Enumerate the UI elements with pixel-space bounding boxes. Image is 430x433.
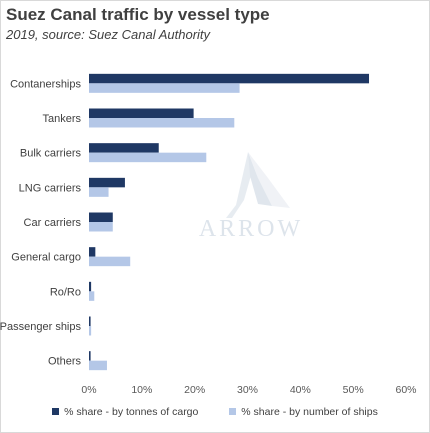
bar-cargo-ro-ro <box>89 281 92 292</box>
category-label: Car carriers <box>24 217 82 229</box>
category-label: General cargo <box>11 252 81 264</box>
bar-cargo-general-cargo <box>89 247 96 257</box>
x-tick-label: 40% <box>290 384 311 396</box>
bar-ships-bulk-carriers <box>89 152 207 163</box>
x-tick-label: 60% <box>395 384 416 396</box>
category-label: Contanerships <box>10 78 81 90</box>
bar-ships-others <box>89 360 107 371</box>
legend-label-cargo: % share - by tonnes of cargo <box>64 406 199 418</box>
category-label: Tankers <box>42 113 81 125</box>
legend-swatch-cargo <box>52 408 60 415</box>
x-tick-label: 50% <box>343 384 364 396</box>
x-tick-label: 20% <box>184 384 205 396</box>
category-label: Ro/Ro <box>50 286 81 298</box>
x-tick-label: 30% <box>237 384 258 396</box>
chart-subtitle: 2019, source: Suez Canal Authority <box>6 27 211 42</box>
bar-ships-general-cargo <box>89 256 131 267</box>
bar-cargo-others <box>89 351 91 361</box>
legend-item-cargo: % share - by tonnes of cargo <box>52 406 198 418</box>
category-label: Bulk carriers <box>20 148 82 160</box>
chart-legend: % share - by tonnes of cargo % share - b… <box>0 406 430 418</box>
bar-ships-lng-carriers <box>89 187 109 197</box>
bar-cargo-passenger-ships <box>89 316 91 326</box>
bar-cargo-lng-carriers <box>89 177 125 188</box>
bar-cargo-contanerships <box>89 73 370 84</box>
x-tick-label: 0% <box>81 384 96 396</box>
legend-swatch-ships <box>229 408 237 415</box>
category-label: Others <box>48 356 82 368</box>
category-label: Passenger ships <box>0 321 81 333</box>
x-tick-label: 10% <box>131 384 152 396</box>
bar-cargo-tankers <box>89 108 194 118</box>
legend-label-ships: % share - by number of ships <box>241 406 378 418</box>
bar-ships-contanerships <box>89 83 240 93</box>
watermark-text: ARROW <box>199 216 303 242</box>
bar-ships-ro-ro <box>89 291 95 301</box>
chart-title: Suez Canal traffic by vessel type <box>6 5 270 24</box>
bar-cargo-bulk-carriers <box>89 143 159 153</box>
bar-ships-car-carriers <box>89 222 113 232</box>
bar-ships-tankers <box>89 118 235 128</box>
arrow-watermark-logo: ARROW <box>199 152 303 242</box>
legend-item-ships: % share - by number of ships <box>229 406 378 418</box>
bar-cargo-car-carriers <box>89 212 113 222</box>
category-label: LNG carriers <box>19 182 82 194</box>
bar-ships-passenger-ships <box>89 326 92 336</box>
